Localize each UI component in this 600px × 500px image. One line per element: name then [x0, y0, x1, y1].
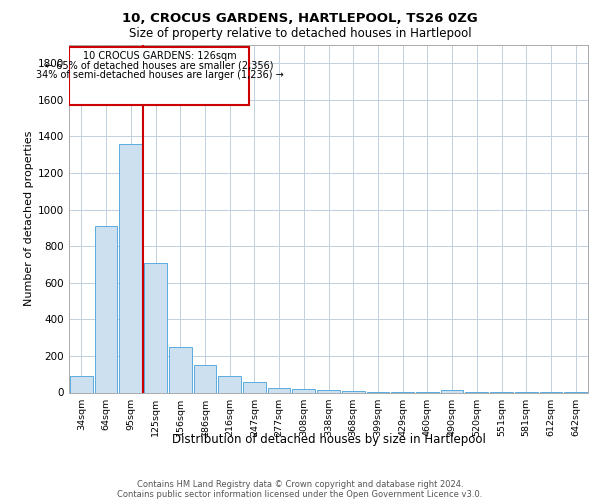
Bar: [95, 226, 118, 392]
Y-axis label: Number of detached properties: Number of detached properties: [24, 131, 34, 306]
FancyBboxPatch shape: [70, 47, 250, 106]
Bar: [268, 388, 290, 392]
Bar: [70, 376, 93, 392]
Bar: [218, 376, 241, 392]
Text: Distribution of detached houses by size in Hartlepool: Distribution of detached houses by size …: [172, 432, 486, 446]
Bar: [441, 390, 463, 392]
Bar: [317, 390, 340, 392]
Bar: [169, 347, 191, 393]
Bar: [342, 391, 365, 392]
Bar: [194, 365, 216, 392]
Bar: [119, 144, 142, 392]
Bar: [243, 382, 266, 392]
Text: 34% of semi-detached houses are larger (1,236) →: 34% of semi-detached houses are larger (…: [35, 70, 283, 80]
Text: Contains HM Land Registry data © Crown copyright and database right 2024.: Contains HM Land Registry data © Crown c…: [137, 480, 463, 489]
Text: Contains public sector information licensed under the Open Government Licence v3: Contains public sector information licen…: [118, 490, 482, 499]
Text: ← 65% of detached houses are smaller (2,356): ← 65% of detached houses are smaller (2,…: [45, 60, 274, 70]
Text: 10, CROCUS GARDENS, HARTLEPOOL, TS26 0ZG: 10, CROCUS GARDENS, HARTLEPOOL, TS26 0ZG: [122, 12, 478, 26]
Text: Size of property relative to detached houses in Hartlepool: Size of property relative to detached ho…: [128, 28, 472, 40]
Bar: [144, 262, 167, 392]
Bar: [292, 389, 315, 392]
Text: 10 CROCUS GARDENS: 126sqm: 10 CROCUS GARDENS: 126sqm: [83, 52, 236, 62]
